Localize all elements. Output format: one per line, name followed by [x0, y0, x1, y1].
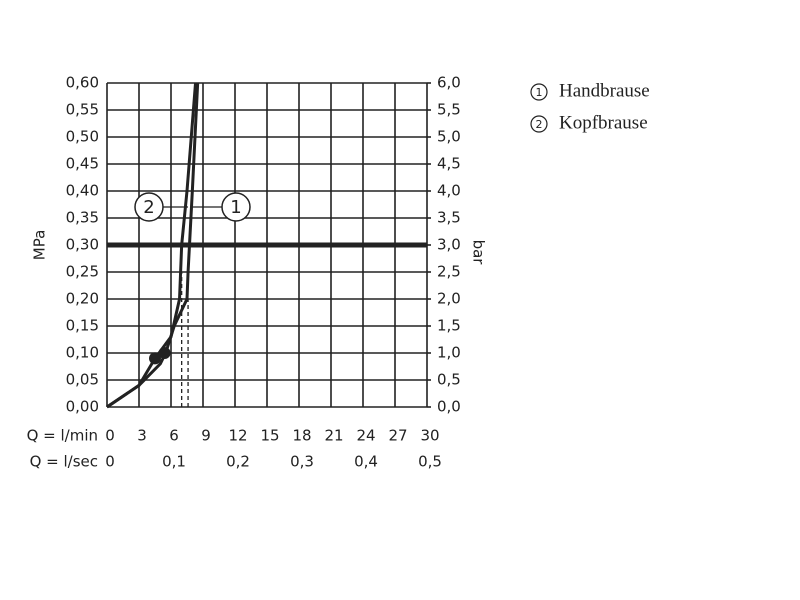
legend-circle	[530, 115, 548, 133]
x2-tick-label: 0,1	[162, 453, 186, 471]
y2-tick-label: 1,0	[437, 344, 461, 362]
y2-tick-label: 4,0	[437, 182, 461, 200]
y2-tick-label: 5,0	[437, 128, 461, 146]
operating-point	[158, 347, 171, 359]
y-tick-label: 0,10	[66, 344, 99, 362]
y-tick-label: 0,55	[66, 101, 99, 119]
y2-tick-label: 0,5	[437, 371, 461, 389]
y2-tick-label: 2,5	[437, 263, 461, 281]
callout-label: 2	[143, 197, 154, 218]
x-tick-label: 15	[260, 427, 279, 445]
y2-tick-label: 2,0	[437, 290, 461, 308]
legend-label: Kopfbrause	[559, 112, 648, 133]
callout-circle	[134, 192, 164, 222]
operating-point	[149, 352, 161, 365]
x2-tick-label: 0,4	[354, 453, 378, 471]
y-tick-label: 0,25	[66, 263, 99, 281]
y2-tick-label: 1,5	[437, 317, 461, 335]
y2-tick-label: 4,5	[437, 155, 461, 173]
x-axis-label: Q = l/min	[27, 427, 98, 445]
y-tick-label: 0,40	[66, 182, 99, 200]
x-tick-label: 0	[105, 427, 115, 445]
y-tick-label: 0,15	[66, 317, 99, 335]
x2-tick-label: 0,5	[418, 453, 442, 471]
y2-tick-label: 3,5	[437, 209, 461, 227]
x-tick-label: 6	[169, 427, 179, 445]
legend-number: 2	[536, 118, 543, 131]
x-tick-label: 21	[324, 427, 343, 445]
x2-tick-label: 0	[105, 453, 115, 471]
x-tick-label: 9	[201, 427, 211, 445]
y-tick-label: 0,60	[66, 74, 99, 92]
x-tick-label: 3	[137, 427, 147, 445]
y-tick-label: 0,20	[66, 290, 99, 308]
x-tick-label: 24	[356, 427, 375, 445]
callout-circle	[221, 192, 251, 222]
y-tick-label: 0,35	[66, 209, 99, 227]
y-tick-label: 0,30	[66, 236, 99, 254]
x2-tick-label: 0,2	[226, 453, 250, 471]
legend-label: Handbrause	[559, 80, 650, 101]
x-tick-label: 27	[388, 427, 407, 445]
x-tick-label: 30	[420, 427, 439, 445]
y2-tick-label: 0,0	[437, 398, 461, 416]
y2-tick-label: 6,0	[437, 74, 461, 92]
legend-number: 1	[536, 86, 543, 99]
y2-axis-label: bar	[470, 240, 488, 266]
x2-axis-label: Q = l/sec	[30, 453, 98, 471]
y-tick-label: 0,45	[66, 155, 99, 173]
y-tick-label: 0,50	[66, 128, 99, 146]
y-tick-label: 0,05	[66, 371, 99, 389]
y2-tick-label: 5,5	[437, 101, 461, 119]
callout-label: 1	[230, 197, 241, 218]
x2-tick-label: 0,3	[290, 453, 314, 471]
curve	[106, 82, 198, 409]
legend-circle	[530, 83, 548, 101]
x-tick-label: 18	[292, 427, 311, 445]
x-tick-label: 12	[228, 427, 247, 445]
y-axis-label: MPa	[31, 230, 49, 261]
y2-tick-label: 3,0	[437, 236, 461, 254]
y-tick-label: 0,00	[66, 398, 99, 416]
